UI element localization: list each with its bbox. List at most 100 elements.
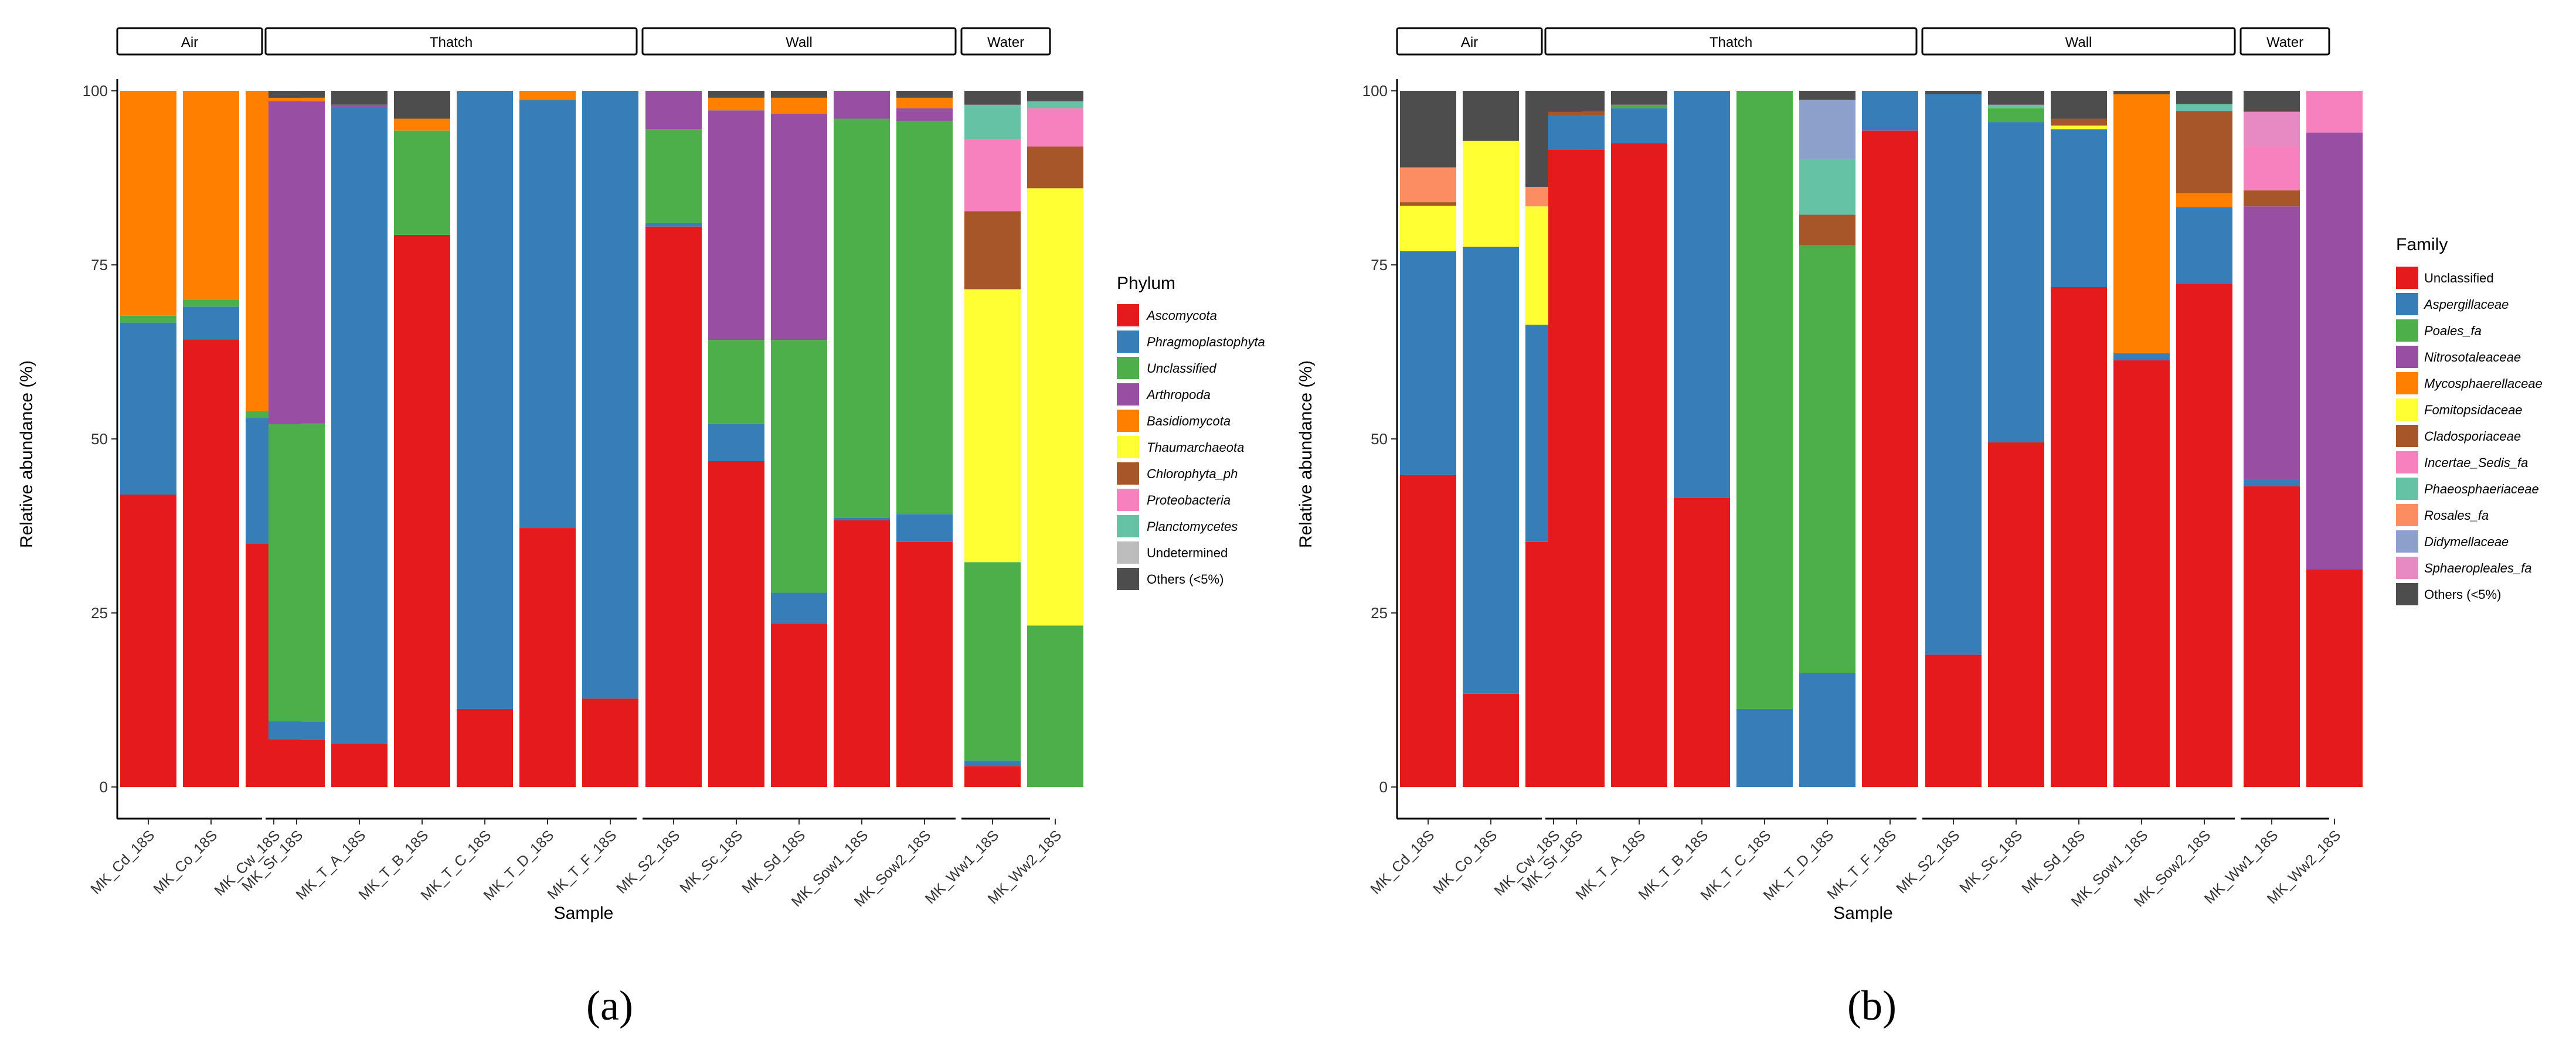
legend-item-label: Fomitopsidaceae bbox=[2424, 403, 2523, 417]
legend-item-label: Didymellaceae bbox=[2424, 534, 2509, 549]
legend-item-label: Rosales_fa bbox=[2424, 508, 2489, 523]
bar-segment bbox=[394, 130, 450, 235]
bar-segment bbox=[964, 760, 1021, 766]
legend-item-label: Unclassified bbox=[1147, 361, 1216, 376]
x-tick-label: MK_Sd_18S bbox=[2018, 827, 2088, 897]
legend-item-label: Aspergillaceae bbox=[2423, 297, 2509, 312]
bar-segment bbox=[1862, 91, 1918, 131]
legend-swatch bbox=[2396, 425, 2418, 447]
bar-segment bbox=[2244, 91, 2300, 112]
bar-segment bbox=[2176, 284, 2232, 787]
bar-segment bbox=[1799, 159, 1855, 215]
x-tick-label: MK_Co_18S bbox=[150, 827, 220, 897]
y-tick-label: 100 bbox=[83, 82, 108, 100]
bar-segment bbox=[708, 461, 764, 787]
bar-segment bbox=[1400, 251, 1456, 475]
bar-segment bbox=[2306, 91, 2363, 133]
legend-item-label: Cladosporiaceae bbox=[2424, 429, 2521, 444]
bar-segment bbox=[2051, 287, 2107, 787]
bar-segment bbox=[771, 623, 827, 787]
legend-swatch bbox=[1117, 331, 1139, 353]
legend-swatch bbox=[2396, 398, 2418, 421]
legend-swatch bbox=[2396, 451, 2418, 473]
bar-segment bbox=[1988, 104, 2044, 108]
bar-segment bbox=[519, 528, 576, 787]
bar-segment bbox=[2113, 91, 2170, 94]
bar-segment bbox=[1463, 141, 1519, 247]
bar-segment bbox=[2244, 206, 2300, 479]
bar-segment bbox=[2176, 207, 2232, 284]
legend-swatch bbox=[2396, 372, 2418, 394]
legend-swatch bbox=[2396, 504, 2418, 526]
bar-segment bbox=[834, 517, 890, 520]
bar-segment bbox=[896, 514, 953, 542]
y-axis-title: Relative abundance (%) bbox=[17, 360, 36, 548]
panel-a: 0255075100AirMK_Cd_18SMK_Co_18SMK_Cw_18S… bbox=[17, 27, 1265, 1029]
bar-segment bbox=[1799, 91, 1855, 100]
bar-segment bbox=[1674, 498, 1730, 787]
bar-segment bbox=[1027, 108, 1083, 147]
facet-label: Water bbox=[987, 35, 1024, 50]
bar-segment bbox=[2051, 118, 2107, 126]
bar-segment bbox=[1027, 188, 1083, 626]
bar-segment bbox=[269, 91, 325, 98]
bar-segment bbox=[269, 740, 325, 787]
bar-segment bbox=[1611, 108, 1667, 144]
legend-swatch bbox=[1117, 304, 1139, 326]
legend-swatch bbox=[1117, 515, 1139, 537]
y-tick-label: 25 bbox=[91, 604, 108, 622]
bar-segment bbox=[457, 91, 513, 709]
facet-label: Air bbox=[181, 35, 198, 50]
facet-label: Thatch bbox=[430, 35, 473, 50]
bar-segment bbox=[2176, 91, 2232, 104]
legend-swatch bbox=[1117, 357, 1139, 379]
bar-segment bbox=[394, 91, 450, 119]
bar-segment bbox=[834, 520, 890, 787]
bar-segment bbox=[183, 306, 239, 340]
bar-segment bbox=[771, 592, 827, 623]
legend-item-label: Sphaeropleales_fa bbox=[2424, 561, 2531, 575]
bar-segment bbox=[708, 340, 764, 424]
legend-item-label: Proteobacteria bbox=[1147, 493, 1231, 507]
bar-segment bbox=[1674, 91, 1730, 498]
bar-segment bbox=[269, 423, 325, 722]
legend-item-label: Others (<5%) bbox=[2424, 587, 2501, 602]
bar-segment bbox=[834, 118, 890, 518]
bar-segment bbox=[1799, 245, 1855, 673]
bar-segment bbox=[183, 339, 239, 787]
facet-label: Water bbox=[2266, 35, 2303, 50]
figure-caption: (b) bbox=[1847, 982, 1897, 1029]
legend-swatch bbox=[2396, 583, 2418, 605]
bar-segment bbox=[183, 299, 239, 307]
bar-segment bbox=[1400, 91, 1456, 168]
bar-segment bbox=[582, 91, 638, 699]
facet-strip bbox=[1921, 27, 2236, 56]
x-tick-label: MK_S2_18S bbox=[613, 827, 683, 897]
bar-segment bbox=[1611, 91, 1667, 105]
legend-swatch bbox=[1117, 568, 1139, 590]
legend-item-label: Nitrosotaleaceae bbox=[2424, 350, 2521, 364]
bar-segment bbox=[1799, 673, 1855, 787]
facet-label: Air bbox=[1461, 35, 1478, 50]
bar-segment bbox=[2051, 91, 2107, 119]
legend-item-label: Phaeosphaeriaceae bbox=[2424, 482, 2539, 496]
bar-segment bbox=[896, 108, 953, 121]
legend-item-label: Arthropoda bbox=[1146, 387, 1211, 402]
bar-segment bbox=[964, 139, 1021, 212]
bar-segment bbox=[582, 699, 638, 787]
bar-segment bbox=[896, 91, 953, 98]
legend-item-label: Ascomycota bbox=[1146, 308, 1217, 323]
bar-segment bbox=[708, 91, 764, 98]
bar-segment bbox=[1925, 91, 1982, 94]
bar-segment bbox=[1027, 625, 1083, 787]
legend: Family Unclassified Aspergillaceae Poales_f… bbox=[2396, 235, 2543, 605]
bar-segment bbox=[964, 91, 1021, 105]
bar-segment bbox=[2306, 132, 2363, 570]
bar-segment bbox=[120, 322, 176, 495]
bar-segment bbox=[457, 708, 513, 787]
bar-segment bbox=[331, 104, 388, 107]
legend-item-label: Undetermined bbox=[1147, 546, 1228, 560]
legend-swatch bbox=[1117, 383, 1139, 406]
x-tick-label: MK_Sc_18S bbox=[1956, 827, 2026, 896]
bar-segment bbox=[1988, 122, 2044, 442]
